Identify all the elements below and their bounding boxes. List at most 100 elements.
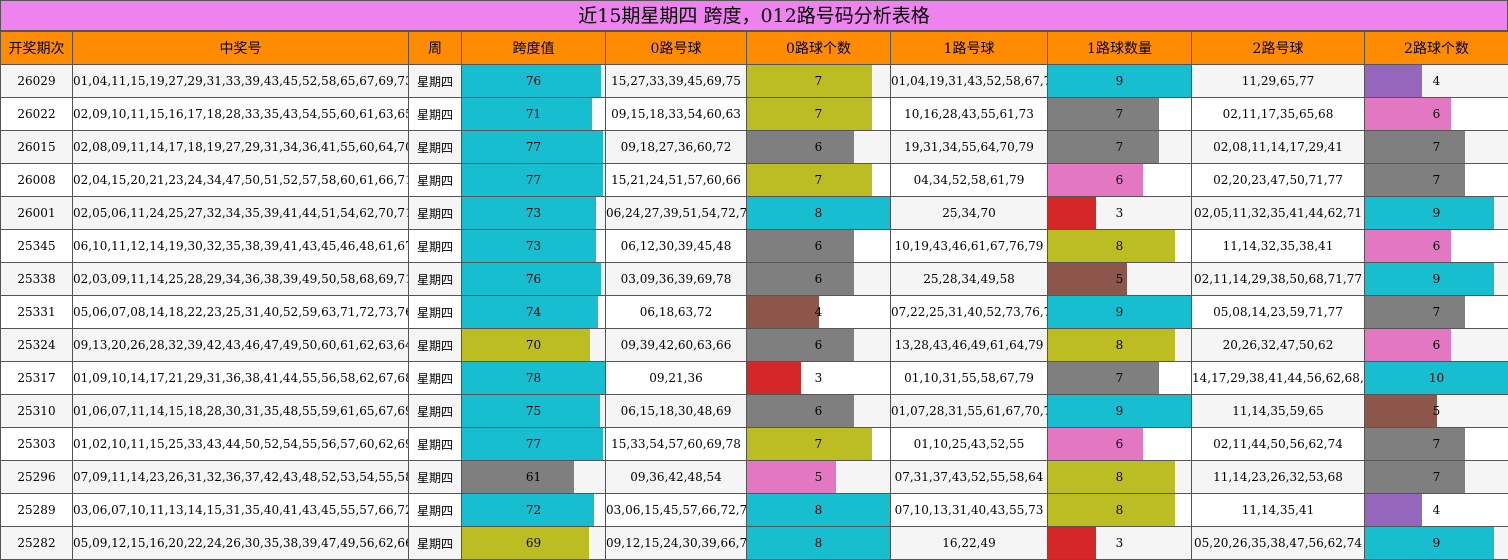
table-row[interactable]: 25296 07,09,11,14,23,26,31,32,36,37,42,43…	[0, 460, 1508, 494]
route0-count-cell-bar	[747, 296, 819, 328]
week-cell: 星期四	[408, 493, 462, 527]
header-route2-count[interactable]: 2路球个数	[1364, 31, 1508, 65]
week-cell: 星期四	[408, 97, 462, 131]
header-route0-count[interactable]: 0路球个数	[746, 31, 891, 65]
route2-count-cell-value: 7	[1432, 173, 1441, 187]
route1-count-cell-bar	[1048, 230, 1176, 262]
table-row[interactable]: 25324 09,13,20,26,28,32,39,42,43,46,47,49…	[0, 328, 1508, 362]
route1-count-cell: 3	[1047, 196, 1192, 230]
table-row[interactable]: 25289 03,06,07,10,11,13,14,15,31,35,40,41…	[0, 493, 1508, 527]
header-period[interactable]: 开奖期次	[0, 31, 73, 65]
span-cell-value: 77	[525, 140, 542, 154]
route0-numbers-cell: 09,36,42,48,54	[605, 460, 747, 494]
header-week[interactable]: 周	[408, 31, 462, 65]
week-cell: 星期四	[408, 262, 462, 296]
span-cell-bar	[462, 263, 602, 295]
route0-numbers-cell: 06,12,30,39,45,48	[605, 229, 747, 263]
route0-count-cell: 6	[746, 394, 891, 428]
week-cell: 星期四	[408, 229, 462, 263]
span-cell: 74	[461, 295, 606, 329]
route0-count-cell: 4	[746, 295, 891, 329]
route2-numbers-cell: 02,20,23,47,50,71,77	[1191, 163, 1365, 197]
numbers-cell: 02,03,09,11,14,25,28,29,34,36,38,39,49,5…	[72, 262, 409, 296]
route2-count-cell: 9	[1364, 196, 1508, 230]
route1-count-cell-bar	[1048, 65, 1191, 97]
route1-count-cell: 7	[1047, 130, 1192, 164]
route1-count-cell-value: 5	[1115, 272, 1124, 286]
route1-count-cell: 8	[1047, 493, 1192, 527]
route0-numbers-cell: 09,39,42,60,63,66	[605, 328, 747, 362]
route0-count-cell-bar	[747, 395, 855, 427]
table-row[interactable]: 25303 01,02,10,11,15,25,33,43,44,50,52,54…	[0, 427, 1508, 461]
numbers-cell: 03,06,07,10,11,13,14,15,31,35,40,41,43,4…	[72, 493, 409, 527]
route2-count-cell-value: 7	[1432, 305, 1441, 319]
route2-count-cell: 4	[1364, 493, 1508, 527]
header-route1-numbers[interactable]: 1路号球	[890, 31, 1048, 65]
span-cell-value: 77	[525, 173, 542, 187]
route2-count-cell-value: 4	[1432, 503, 1441, 517]
table-row[interactable]: 25338 02,03,09,11,14,25,28,29,34,36,38,39…	[0, 262, 1508, 296]
route2-count-cell-value: 5	[1432, 404, 1441, 418]
table-row[interactable]: 25310 01,06,07,11,14,15,18,28,30,31,35,48…	[0, 394, 1508, 428]
table-row[interactable]: 25345 06,10,11,12,14,19,30,32,35,38,39,41…	[0, 229, 1508, 263]
span-cell-value: 77	[525, 437, 542, 451]
header-numbers[interactable]: 中奖号	[72, 31, 409, 65]
route1-numbers-cell: 01,10,31,55,58,67,79	[890, 361, 1048, 395]
span-cell-value: 78	[525, 371, 542, 385]
route2-count-cell-value: 9	[1432, 206, 1441, 220]
route1-count-cell-value: 7	[1115, 140, 1124, 154]
table-row[interactable]: 26001 02,05,06,11,24,25,27,32,34,35,39,41…	[0, 196, 1508, 230]
route2-count-cell-value: 6	[1432, 338, 1441, 352]
table-row[interactable]: 26015 02,08,09,11,14,17,18,19,27,29,31,34…	[0, 130, 1508, 164]
route1-count-cell-value: 7	[1115, 107, 1124, 121]
week-cell: 星期四	[408, 394, 462, 428]
route0-count-cell-value: 6	[814, 338, 823, 352]
route0-count-cell-value: 8	[814, 206, 823, 220]
header-route2-numbers[interactable]: 2路号球	[1191, 31, 1365, 65]
span-cell-value: 76	[525, 272, 542, 286]
week-cell: 星期四	[408, 328, 462, 362]
period-cell: 25345	[0, 229, 73, 263]
week-cell: 星期四	[408, 526, 462, 560]
table-row[interactable]: 25282 05,09,12,15,16,20,22,24,26,30,35,38…	[0, 526, 1508, 560]
table-row[interactable]: 26008 02,04,15,20,21,23,24,34,47,50,51,52…	[0, 163, 1508, 197]
period-cell: 25310	[0, 394, 73, 428]
header-route0-numbers[interactable]: 0路号球	[605, 31, 747, 65]
route1-count-cell: 3	[1047, 526, 1192, 560]
route2-count-cell-value: 9	[1432, 272, 1441, 286]
route2-count-cell-bar	[1365, 98, 1451, 130]
route1-count-cell-value: 9	[1115, 74, 1124, 88]
span-cell-bar	[462, 131, 604, 163]
period-cell: 26029	[0, 64, 73, 98]
route1-count-cell-value: 8	[1115, 239, 1124, 253]
header-route1-count[interactable]: 1路球数量	[1047, 31, 1192, 65]
span-cell-value: 69	[525, 536, 542, 550]
numbers-cell: 07,09,11,14,23,26,31,32,36,37,42,43,48,5…	[72, 460, 409, 494]
span-cell-bar	[462, 527, 589, 559]
route1-count-cell-bar	[1048, 362, 1160, 394]
route2-count-cell-bar	[1365, 527, 1494, 559]
route1-count-cell-value: 6	[1115, 173, 1124, 187]
table-row[interactable]: 26022 02,09,10,11,15,16,17,18,28,33,35,43…	[0, 97, 1508, 131]
route1-count-cell-value: 3	[1115, 206, 1124, 220]
span-cell-bar	[462, 98, 593, 130]
route2-count-cell-value: 7	[1432, 140, 1441, 154]
route2-count-cell: 7	[1364, 427, 1508, 461]
period-cell: 25296	[0, 460, 73, 494]
route1-count-cell: 6	[1047, 163, 1192, 197]
route2-count-cell-bar	[1365, 230, 1451, 262]
route0-count-cell: 7	[746, 427, 891, 461]
route2-numbers-cell: 11,14,35,41	[1191, 493, 1365, 527]
table-row[interactable]: 26029 01,04,11,15,19,27,29,31,33,39,43,45…	[0, 64, 1508, 98]
table-row[interactable]: 25317 01,09,10,14,17,21,29,31,36,38,41,44…	[0, 361, 1508, 395]
route1-numbers-cell: 19,31,34,55,64,70,79	[890, 130, 1048, 164]
numbers-cell: 02,09,10,11,15,16,17,18,28,33,35,43,54,5…	[72, 97, 409, 131]
route0-count-cell: 7	[746, 97, 891, 131]
numbers-cell: 01,04,11,15,19,27,29,31,33,39,43,45,52,5…	[72, 64, 409, 98]
span-cell-bar	[462, 296, 598, 328]
route0-count-cell-bar	[747, 230, 855, 262]
route2-count-cell-bar	[1365, 395, 1437, 427]
table-row[interactable]: 25331 05,06,07,08,14,18,22,23,25,31,40,52…	[0, 295, 1508, 329]
route2-numbers-cell: 11,14,32,35,38,41	[1191, 229, 1365, 263]
header-span[interactable]: 跨度值	[461, 31, 606, 65]
